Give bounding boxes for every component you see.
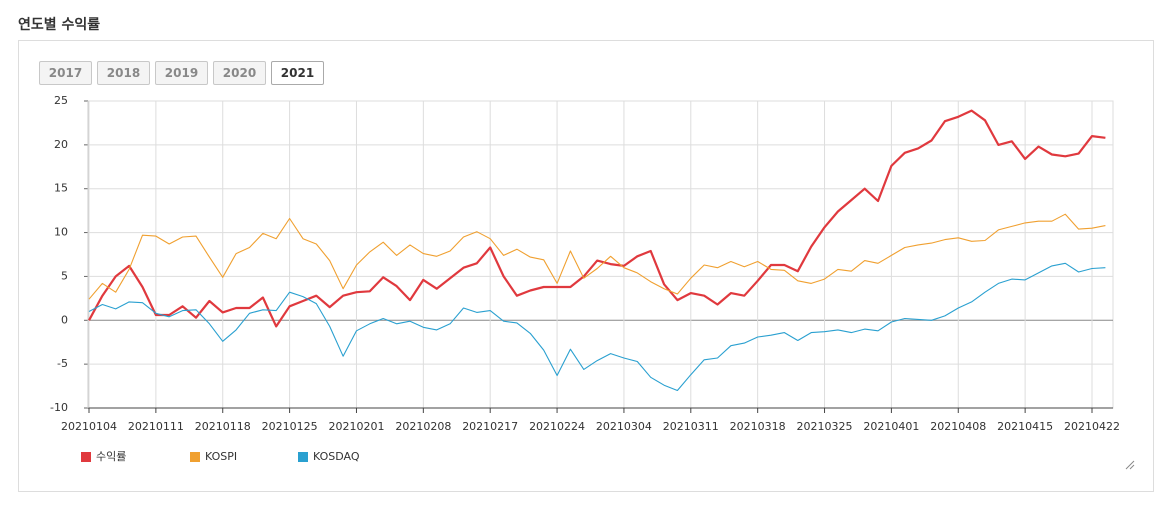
x-tick-label: 20210415 (997, 420, 1053, 433)
resize-handle (1125, 460, 1135, 470)
y-tick-label: 0 (61, 313, 68, 326)
section-title: 연도별 수익률 (18, 17, 101, 33)
x-tick-label: 20210408 (930, 420, 986, 433)
legend-swatch (298, 452, 308, 462)
y-tick-label: 15 (54, 182, 68, 195)
x-tick-label: 20210224 (529, 420, 585, 433)
x-tick-label: 20210217 (462, 420, 518, 433)
x-tick-label: 20210208 (395, 420, 451, 433)
chart-panel (18, 40, 1154, 492)
x-tick-label: 20210422 (1064, 420, 1120, 433)
series-line (88, 213, 1106, 300)
y-tick-label: 5 (61, 269, 68, 282)
y-tick-label: 10 (54, 226, 68, 239)
legend-swatch (190, 452, 200, 462)
year-tab[interactable]: 2020 (213, 61, 266, 85)
legend-label: KOSPI (205, 450, 237, 463)
plot-area (87, 100, 1114, 409)
x-tick-label: 20210401 (863, 420, 919, 433)
y-tick-label: 20 (54, 138, 68, 151)
year-tab[interactable]: 2017 (39, 61, 92, 85)
y-tick-label: 25 (54, 94, 68, 107)
x-tick-label: 20210318 (730, 420, 786, 433)
year-tab[interactable]: 2021 (271, 61, 324, 85)
y-tick-label: -5 (57, 357, 68, 370)
year-tabs: 2017 2018 2019 2020 2021 (39, 61, 324, 85)
series-line (88, 262, 1106, 392)
x-tick-label: 20210201 (328, 420, 384, 433)
x-tick-label: 20210104 (61, 420, 117, 433)
legend-swatch (81, 452, 91, 462)
year-tab[interactable]: 2018 (97, 61, 150, 85)
legend-label: 수익률 (96, 450, 126, 463)
x-tick-label: 20210118 (195, 420, 251, 433)
legend-label: KOSDAQ (313, 450, 360, 463)
series-line (88, 109, 1106, 328)
year-tab[interactable]: 2019 (155, 61, 208, 85)
y-tick-label: -10 (50, 401, 68, 414)
x-tick-label: 20210311 (663, 420, 719, 433)
x-tick-label: 20210304 (596, 420, 652, 433)
x-tick-label: 20210111 (128, 420, 184, 433)
x-tick-label: 20210325 (797, 420, 853, 433)
x-tick-label: 20210125 (262, 420, 318, 433)
